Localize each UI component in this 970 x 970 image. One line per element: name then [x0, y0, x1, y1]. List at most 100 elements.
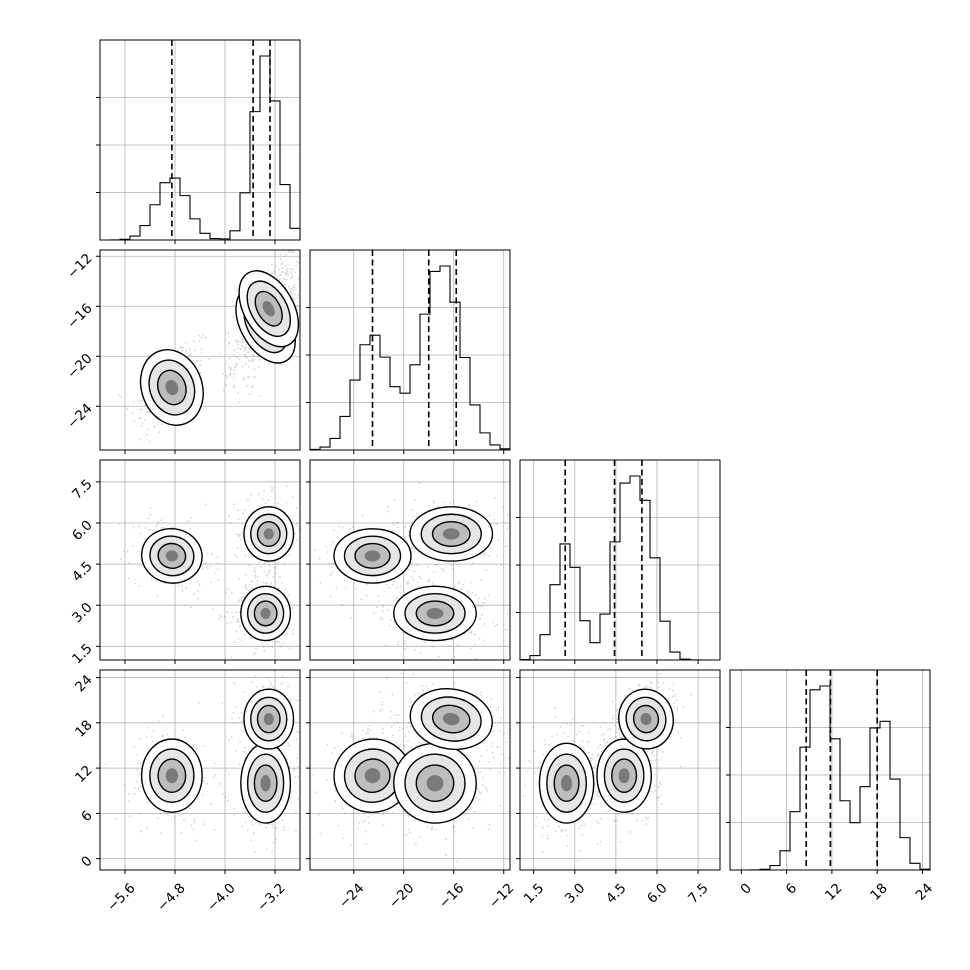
scatter-point	[318, 557, 321, 560]
scatter-point	[237, 621, 240, 624]
scatter-point	[266, 581, 268, 584]
scatter-point	[261, 685, 264, 688]
scatter-point	[384, 644, 387, 646]
scatter-point	[306, 818, 308, 820]
scatter-point	[283, 562, 286, 565]
scatter-point	[483, 623, 486, 625]
scatter-point	[235, 341, 238, 344]
scatter-point	[604, 741, 607, 744]
scatter-point	[452, 586, 455, 589]
scatter-point	[498, 763, 501, 766]
scatter-point	[251, 359, 254, 362]
scatter-point	[612, 818, 615, 821]
scatter-point	[221, 701, 224, 704]
histogram-panel-3: 0 6 12 18 24	[726, 669, 936, 904]
contour-line-0-2	[354, 758, 391, 793]
y-tick-label: −24	[64, 401, 95, 432]
scatter-point	[477, 747, 480, 749]
scatter-point	[499, 805, 502, 807]
scatter-point	[399, 729, 401, 732]
scatter-point	[442, 666, 444, 668]
x-tick-label: −4.8	[154, 880, 188, 914]
scatter-point	[352, 735, 355, 738]
panel-frame	[309, 459, 511, 661]
scatter-point	[152, 730, 155, 733]
scatter-point	[597, 822, 600, 825]
scatter-point	[136, 768, 139, 771]
scatter-point	[117, 394, 120, 397]
scatter-point	[154, 525, 157, 528]
scatter-point	[657, 786, 660, 788]
scatter-point	[485, 569, 488, 572]
scatter-point	[291, 496, 294, 499]
scatter-point	[554, 716, 557, 719]
contour-line-0-1	[148, 359, 196, 416]
scatter-point	[343, 812, 346, 815]
y-tick-label: 18	[72, 717, 95, 740]
scatter-point	[379, 617, 382, 619]
scatter-point	[551, 735, 554, 738]
scatter-point	[405, 539, 408, 542]
panel-frame	[519, 669, 721, 871]
scatter-point	[497, 706, 500, 709]
scatter-point	[560, 725, 562, 728]
scatter-point	[659, 783, 661, 786]
scatter-point	[184, 342, 187, 344]
scatter-point	[597, 843, 599, 846]
scatter-point	[137, 787, 140, 790]
panel-frame	[99, 249, 301, 451]
contour-line-2-2	[431, 520, 471, 548]
scatter-point	[286, 485, 288, 488]
scatter-point	[632, 689, 635, 692]
scatter-point	[288, 766, 291, 768]
scatter-point	[407, 568, 410, 571]
scatter-point	[414, 843, 417, 846]
scatter-point	[302, 694, 304, 696]
scatter-point	[326, 778, 329, 781]
scatter-point	[270, 490, 273, 493]
scatter-point	[404, 647, 406, 650]
scatter-point	[599, 840, 602, 843]
scatter-point	[389, 624, 391, 627]
scatter-point	[291, 273, 293, 276]
scatter-point	[444, 838, 447, 841]
scatter-point	[209, 802, 212, 805]
scatter-point	[281, 267, 284, 269]
scatter-point	[205, 782, 208, 785]
scatter-point	[258, 358, 261, 361]
scatter-point	[287, 263, 289, 266]
scatter-point	[243, 586, 246, 588]
scatter-point	[435, 828, 438, 831]
scatter-point	[591, 756, 593, 759]
scatter-point	[414, 499, 416, 501]
scatter-point	[226, 376, 229, 379]
scatter-point	[293, 758, 295, 760]
scatter-point	[360, 598, 363, 601]
scatter-point	[466, 590, 469, 593]
scatter-point	[305, 275, 307, 277]
scatter-point	[355, 587, 358, 590]
scatter-point	[623, 695, 626, 698]
scatter-point	[606, 741, 609, 743]
scatter-point	[496, 709, 498, 711]
scatter-point	[245, 583, 247, 586]
scatter-point	[312, 773, 315, 776]
scatter-point	[237, 518, 240, 521]
scatter-point	[402, 727, 404, 730]
scatter-point	[208, 358, 210, 360]
density-content	[314, 482, 509, 660]
scatter-point	[133, 792, 136, 795]
scatter-point	[272, 575, 275, 578]
scatter-point	[654, 758, 657, 761]
scatter-point	[675, 699, 678, 702]
scatter-point	[289, 277, 292, 280]
density-peak-0	[165, 379, 179, 396]
scatter-point	[237, 637, 240, 640]
scatter-point	[479, 771, 482, 773]
scatter-point	[305, 697, 307, 699]
scatter-point	[317, 813, 320, 816]
density-peak-2	[442, 528, 460, 540]
scatter-point	[397, 641, 400, 644]
scatter-point	[485, 553, 488, 556]
scatter-point	[397, 714, 400, 716]
